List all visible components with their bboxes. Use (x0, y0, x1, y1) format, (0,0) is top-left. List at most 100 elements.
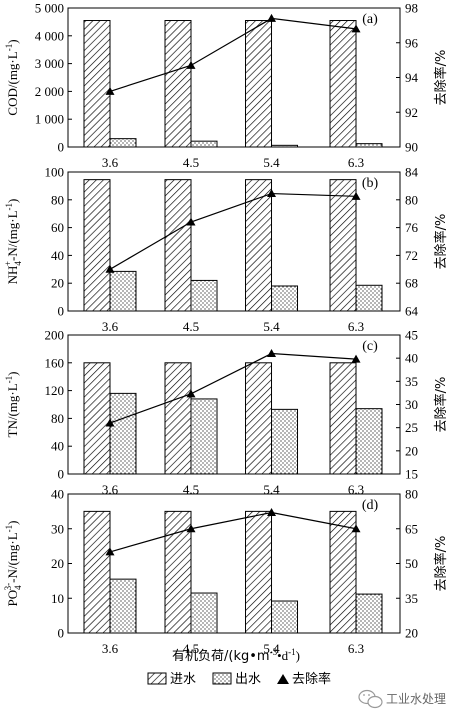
bar-outflow (271, 408, 299, 475)
bar-outflow (190, 140, 218, 148)
y-title-main: COD/(mg·L (5, 51, 20, 115)
x-tick-label: 6.3 (348, 319, 364, 334)
x-tick-label: 6.3 (348, 482, 364, 497)
x-tick-label: 3.6 (102, 319, 119, 334)
removal-point (186, 60, 196, 69)
y-axis-title: COD/(mg·L-1) (4, 39, 20, 115)
y-tick-label: 20 (51, 276, 64, 291)
wechat-icon (358, 689, 383, 709)
legend: 进水 出水 去除率 (147, 671, 331, 687)
y-tick-label: 80 (51, 411, 64, 426)
bar-outflow (190, 398, 218, 475)
removal-line (109, 352, 357, 424)
y-title-sup2: -1 (4, 525, 14, 533)
y2-axis-title: 去除率/% (433, 377, 449, 433)
y-tick-label: 60 (51, 220, 64, 235)
removal-line (109, 192, 357, 270)
x-tick-label: 4.5 (183, 155, 199, 170)
y-title-end: ) (5, 199, 20, 203)
bar-inflow (245, 179, 273, 312)
legend-swatch-outflow (212, 672, 232, 685)
y-tick-label: 0 (58, 140, 65, 155)
y-axis-title: PO43--N/(mg·L-1) (3, 520, 23, 606)
bar-inflow (329, 362, 357, 475)
y2-tick-label: 25 (405, 420, 418, 435)
removal-line (109, 17, 357, 92)
y2-tick-label: 94 (405, 70, 419, 85)
bar-inflow (83, 20, 111, 148)
y-title-main: PO (5, 590, 20, 607)
y2-tick-label: 72 (405, 248, 418, 263)
x-tick-label: 5.4 (263, 641, 280, 656)
y-tick-label: 30 (51, 521, 64, 536)
y-tick-label: 100 (45, 165, 65, 180)
y2-tick-label: 80 (405, 487, 418, 502)
bar-inflow (329, 20, 357, 148)
y-title-sup2: -1 (4, 203, 14, 211)
bar-outflow (109, 270, 137, 312)
y-tick-label: 80 (51, 192, 64, 207)
y-title-sup: -1 (4, 376, 14, 384)
x-tick-label: 4.5 (183, 482, 199, 497)
y2-tick-label: 68 (405, 276, 418, 291)
bar-inflow (245, 510, 273, 634)
y2-tick-label: 98 (405, 1, 418, 16)
y2-tick-label: 84 (405, 165, 419, 180)
y-tick-label: 0 (58, 626, 65, 641)
panel-label: (b) (362, 176, 379, 191)
y2-tick-label: 64 (405, 304, 419, 319)
bar-outflow (271, 285, 299, 312)
removal-point (105, 264, 115, 273)
bar-inflow (245, 20, 273, 148)
panel-a: 0 1 000 2 000 3 000 4 000 5 000 90 92 94 96 98 3.6 4… (4, 1, 449, 171)
y-axis-title: TN/(mg·L-1) (4, 372, 20, 438)
removal-point (267, 508, 277, 517)
y-tick-label: 40 (51, 248, 64, 263)
bar-inflow (164, 362, 192, 475)
legend-label-outflow: 出水 (235, 672, 261, 687)
y-title-sup: 3- (3, 583, 13, 591)
bar-inflow (245, 362, 273, 475)
bar-inflow (83, 510, 111, 634)
y-axis-title: NH4+-N/(mg·L-1) (3, 199, 23, 285)
bar-outflow (355, 593, 383, 634)
y2-tick-label: 76 (405, 220, 419, 235)
removal-point (351, 191, 361, 200)
y-tick-label: 1 000 (35, 112, 64, 127)
y2-axis-title: 去除率/% (433, 214, 449, 270)
y-title-rest: -N/(mg·L (5, 210, 20, 261)
x-tick-label: 4.5 (183, 641, 199, 656)
bar-outflow (271, 600, 299, 634)
legend-label-removal: 去除率 (292, 671, 331, 687)
bar-outflow (355, 284, 383, 312)
bar-outflow (109, 578, 137, 634)
y-title-sub: 4 (13, 585, 23, 590)
removal-point (105, 547, 115, 556)
bar-outflow (109, 138, 137, 148)
y-tick-label: 160 (45, 355, 65, 370)
bar-inflow (329, 510, 357, 634)
y2-tick-label: 35 (405, 374, 418, 389)
y-tick-label: 5 000 (35, 1, 64, 16)
y2-tick-label: 80 (405, 192, 418, 207)
y2-tick-label: 20 (405, 443, 418, 458)
y2-tick-label: 40 (405, 351, 418, 366)
x-tick-label: 6.3 (348, 641, 364, 656)
y2-tick-label: 20 (405, 626, 418, 641)
removal-line (109, 511, 357, 553)
y2-tick-label: 45 (405, 328, 418, 343)
bar-inflow (329, 179, 357, 312)
panel-label: (a) (362, 12, 378, 27)
x-axis-title: 有机负荷/(kg•m-3•d-1) (172, 647, 300, 664)
y-tick-label: 3 000 (35, 56, 64, 71)
bar-outflow (109, 392, 137, 475)
y-title-main: NH (5, 266, 20, 285)
y-tick-label: 200 (45, 328, 65, 343)
x-tick-label: 5.4 (263, 319, 280, 334)
y2-tick-label: 92 (405, 105, 418, 120)
watermark-text: 工业水处理 (386, 692, 446, 706)
x-tick-label: 6.3 (348, 155, 364, 170)
